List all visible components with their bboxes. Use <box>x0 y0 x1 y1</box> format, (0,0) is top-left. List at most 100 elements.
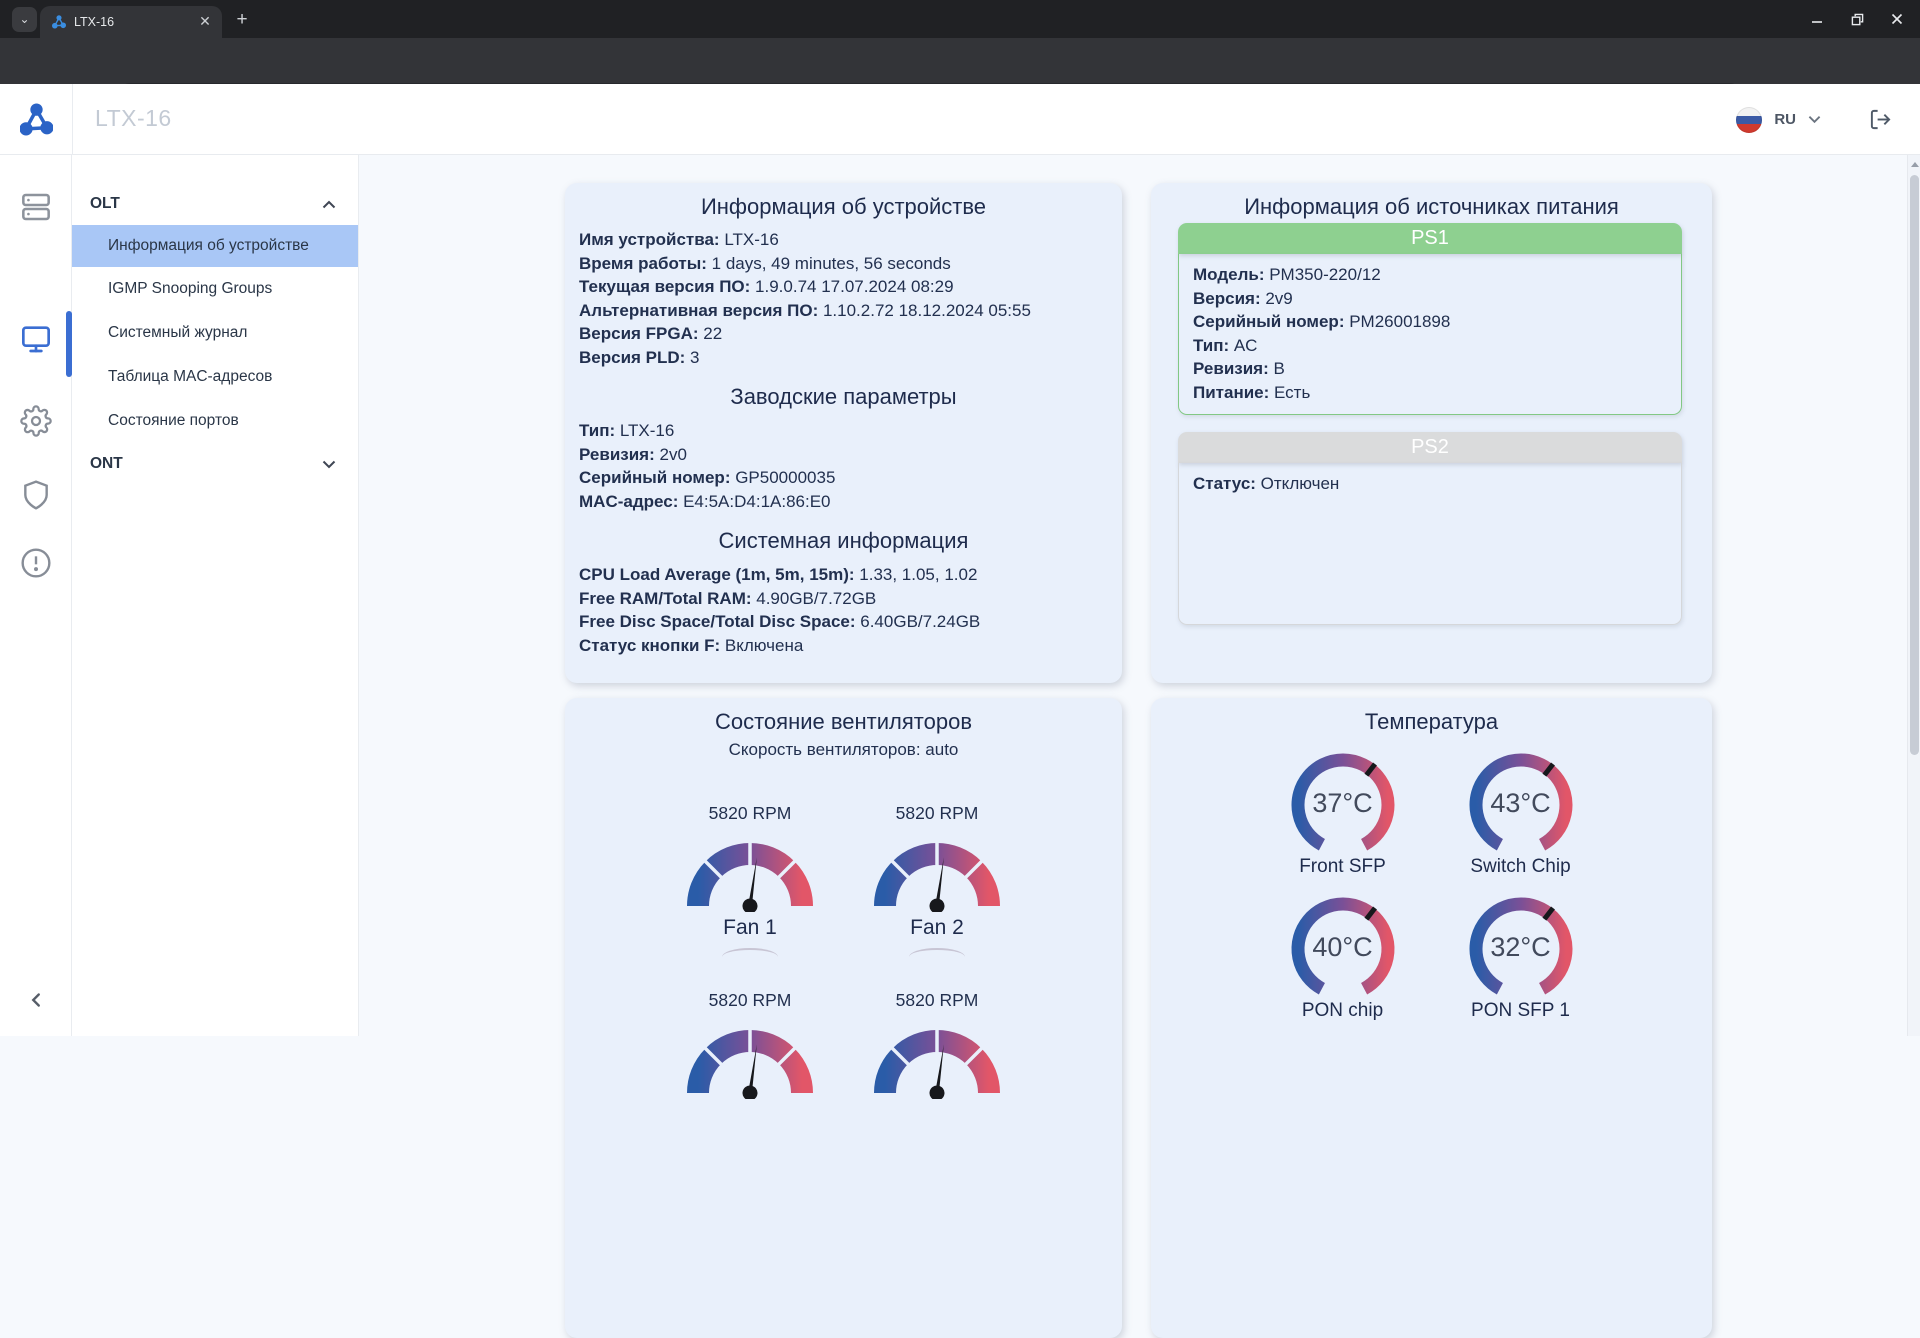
tab-title: LTX-16 <box>74 15 196 29</box>
alert-circle-icon[interactable] <box>20 547 52 579</box>
info-row: Ревизия: B <box>1193 357 1667 381</box>
info-row: Тип: LTX-16 <box>579 419 1108 443</box>
section-title: Системная информация <box>579 528 1108 554</box>
fan-gauge: 5820 RPM <box>675 990 825 1099</box>
fan-label: Fan 2 <box>862 916 1012 940</box>
ps2-status-badge: PS2 <box>1178 432 1682 463</box>
fan-rpm-value: 5820 RPM <box>862 990 1012 1015</box>
temperature-value: 43°C <box>1461 788 1581 819</box>
fan-gauge: 5820 RPM Fan 1 <box>675 803 825 940</box>
chevron-down-icon <box>322 460 336 469</box>
sidebar-group-ont[interactable]: ONT <box>72 443 358 485</box>
ru-flag-icon <box>1736 107 1762 133</box>
info-row: Серийный номер: GP50000035 <box>579 466 1108 490</box>
device-stack-icon[interactable] <box>20 191 52 223</box>
language-selector[interactable]: RU <box>1774 111 1796 128</box>
card-title: Состояние вентиляторов <box>565 698 1122 735</box>
shield-icon[interactable] <box>20 479 52 511</box>
fans-row-2: 5820 RPM 5820 RPM <box>565 990 1122 1099</box>
logout-icon[interactable] <box>1869 108 1892 131</box>
fan-gauge-arc <box>862 828 1012 912</box>
power-supplies-card: Информация об источниках питания PS1 Мод… <box>1151 183 1712 683</box>
temperature-gauge: 43°C Switch Chip <box>1432 748 1610 892</box>
scrollbar-thumb[interactable] <box>1910 175 1919 755</box>
new-tab-button[interactable]: + <box>230 8 254 32</box>
fan-gauge-arc <box>675 828 825 912</box>
info-row: Free Disc Space/Total Disc Space: 6.40GB… <box>579 610 1108 634</box>
sidebar-menu: OLT Информация об устройстве IGMP Snoopi… <box>72 155 359 1036</box>
tab-search-button[interactable]: ⌄ <box>12 7 37 32</box>
info-row: Тип: AC <box>1193 334 1667 358</box>
browser-tab[interactable]: LTX-16 ✕ <box>40 6 222 38</box>
temperature-card: Температура 37°C Front SFP 43°C Switch C… <box>1151 698 1712 1338</box>
fan-dash <box>909 948 965 957</box>
fan-gauge: 5820 RPM <box>862 990 1012 1099</box>
close-window-icon[interactable] <box>1884 6 1910 32</box>
device-info-card: Информация об устройстве Имя устройства:… <box>565 183 1122 683</box>
fan-gauge-arc <box>675 1015 825 1099</box>
fan-dash <box>722 948 778 957</box>
minimize-icon[interactable] <box>1804 6 1830 32</box>
tab-close-icon[interactable]: ✕ <box>196 13 214 31</box>
info-row: Ревизия: 2v0 <box>579 443 1108 467</box>
ps1-status-badge: PS1 <box>1178 223 1682 254</box>
fan-label: Fan 1 <box>675 916 825 940</box>
temperature-gauge: 37°C Front SFP <box>1254 748 1432 892</box>
page-title: LTX-16 <box>95 105 172 132</box>
sidebar-item-igmp-snooping[interactable]: IGMP Snooping Groups <box>72 267 358 311</box>
temperature-gauge: 40°C PON chip <box>1254 892 1432 1036</box>
fan-gauge-arc <box>862 1015 1012 1099</box>
card-title: Температура <box>1151 698 1712 735</box>
info-row: Текущая версия ПО: 1.9.0.74 17.07.2024 0… <box>579 275 1108 299</box>
fans-divider-row <box>565 948 1122 957</box>
section-title: Заводские параметры <box>579 384 1108 410</box>
temperature-value: 32°C <box>1461 932 1581 963</box>
info-row: Версия PLD: 3 <box>579 346 1108 370</box>
info-row: Статус кнопки F: Включена <box>579 634 1108 658</box>
eltex-logo-icon <box>20 103 53 136</box>
info-row: Альтернативная версия ПО: 1.10.2.72 18.1… <box>579 299 1108 323</box>
fans-speed-mode: Скорость вентиляторов: auto <box>565 740 1122 760</box>
card-title: Информация об источниках питания <box>1151 183 1712 220</box>
restore-icon[interactable] <box>1844 6 1870 32</box>
sidebar-item-mac-table[interactable]: Таблица MAC-адресов <box>72 355 358 399</box>
info-row: Питание: Есть <box>1193 381 1667 405</box>
chevron-up-icon <box>322 200 336 209</box>
browser-toolbar: Не защищено 192.168.11.109/monitoring/ol… <box>0 38 1920 84</box>
content-scrollbar[interactable] <box>1907 155 1920 1036</box>
app-header: LTX-16 RU <box>0 84 1920 155</box>
info-row: Модель: PM350-220/12 <box>1193 263 1667 287</box>
browser-tabstrip: ⌄ LTX-16 ✕ + <box>0 0 1920 38</box>
settings-gear-icon[interactable] <box>20 405 52 437</box>
ps2-rows: Статус: Отключен <box>1178 463 1682 625</box>
favicon-icon <box>52 15 66 29</box>
info-row: Версия: 2v9 <box>1193 287 1667 311</box>
sidebar-item-system-log[interactable]: Системный журнал <box>72 311 358 355</box>
sidebar-item-port-state[interactable]: Состояние портов <box>72 399 358 443</box>
sidebar-group-olt[interactable]: OLT <box>72 183 358 225</box>
chevron-down-icon[interactable] <box>1808 115 1821 124</box>
temperature-grid: 37°C Front SFP 43°C Switch Chip 40°C PON… <box>1254 748 1610 1036</box>
fan-rpm-value: 5820 RPM <box>675 803 825 828</box>
fans-card: Состояние вентиляторов Скорость вентилят… <box>565 698 1122 1338</box>
fan-rpm-value: 5820 RPM <box>862 803 1012 828</box>
sidebar-collapse-button[interactable] <box>25 989 47 1011</box>
web-page: LTX-16 RU OLT <box>0 84 1920 1036</box>
system-rows: CPU Load Average (1m, 5m, 15m): 1.33, 1.… <box>579 563 1108 657</box>
monitoring-icon[interactable] <box>20 323 52 355</box>
sidebar-icon-rail <box>0 155 72 1036</box>
info-row: Версия FPGA: 22 <box>579 322 1108 346</box>
info-row: CPU Load Average (1m, 5m, 15m): 1.33, 1.… <box>579 563 1108 587</box>
info-row: Имя устройства: LTX-16 <box>579 228 1108 252</box>
scroll-up-arrow-icon[interactable] <box>1911 162 1919 167</box>
info-row: MAC-адрес: E4:5A:D4:1A:86:E0 <box>579 490 1108 514</box>
sidebar-item-device-info[interactable]: Информация об устройстве <box>72 225 358 267</box>
card-title: Информация об устройстве <box>579 183 1108 220</box>
fan-gauge: 5820 RPM Fan 2 <box>862 803 1012 940</box>
info-row: Статус: Отключен <box>1193 472 1667 496</box>
